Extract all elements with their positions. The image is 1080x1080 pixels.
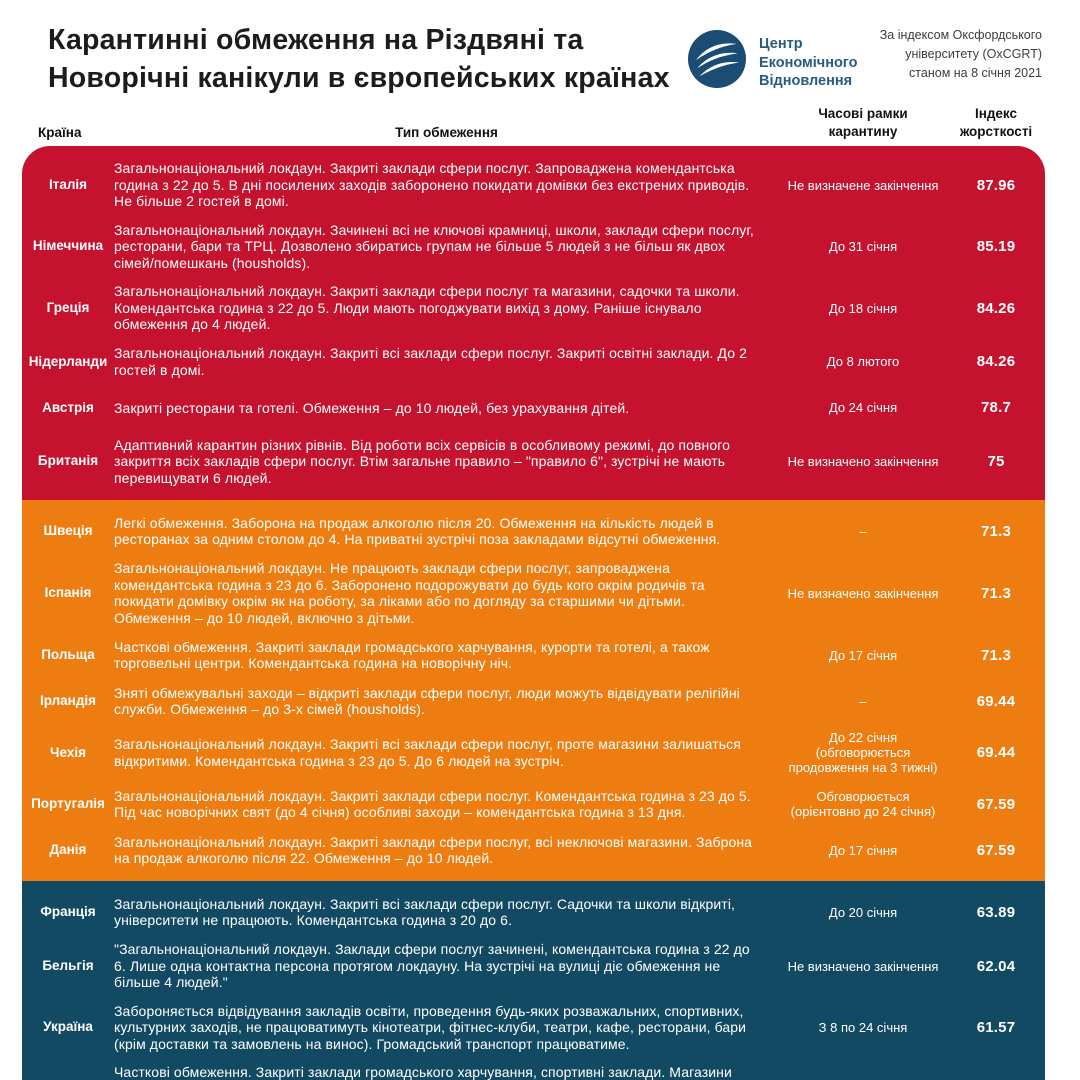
country-label: Польща [41, 647, 95, 663]
index-value: 75 [987, 453, 1005, 471]
country-label: Австрія [42, 399, 94, 415]
country-label: Італія [48, 176, 88, 192]
timeframe-text: До 17 січня [828, 842, 898, 858]
timeframe-text: Не визначене закінчення [787, 177, 939, 193]
index-value: 63.89 [976, 903, 1016, 921]
page-title: Карантинні обмеження на Різдвяні та Ново… [48, 24, 670, 94]
restriction-text: Загальнонаціональний локдаун. Закриті вс… [114, 736, 741, 769]
restriction-text: Легкі обмеження. Заборона на продаж алко… [114, 514, 721, 548]
table-row: ШвейцаріяЧасткові обмеження. Закриті зак… [22, 1058, 1045, 1080]
restriction-text: Часткові обмеження. Закриті заклади гром… [114, 1064, 732, 1080]
table-row: Бельгія "Загальнонаціональний локдаун. За… [22, 935, 1045, 997]
index-value: 62.04 [976, 957, 1016, 975]
source-note: За індексом Оксфордського університету (… [879, 28, 1042, 80]
table-row: Британія Адаптивний карантин різних рівні… [22, 431, 1045, 493]
country-label: Греція [46, 299, 90, 315]
index-value: 71.3 [981, 584, 1011, 602]
index-value: 69.44 [976, 744, 1016, 762]
timeframe-text: До 18 січня [828, 300, 898, 316]
restriction-text: Загальнонаціональний локдаун. Закриті вс… [114, 345, 748, 378]
index-value: 84.26 [976, 299, 1016, 317]
index-value: 71.3 [981, 522, 1011, 540]
restriction-text: "Загальнонаціональний локдаун. Заклади с… [114, 941, 750, 991]
timeframe-text: До 20 січня [828, 904, 898, 920]
country-label: Бельгія [42, 957, 94, 973]
section-medium: Швеція Легкі обмеження. Заборона на прода… [22, 500, 1045, 882]
country-label: Чехія [50, 744, 86, 760]
timeframe-text: Не визначено закінчення [787, 958, 939, 974]
restriction-text: Зняті обмежувальні заходи – відкриті зак… [114, 684, 740, 718]
country-label: Франція [40, 904, 96, 920]
table: Італія Загальнонаціональний локдаун. Закр… [22, 146, 1045, 1080]
timeframe-text: – [859, 693, 867, 709]
table-row: Нідерланди Загальнонаціональний локдаун. … [22, 339, 1045, 385]
restriction-text: Часткові обмеження. Закриті заклади гром… [114, 638, 710, 672]
restriction-text: Загальнонаціональний локдаун. Закриті за… [114, 283, 740, 333]
country-label: Україна [43, 1019, 93, 1035]
timeframe-text: До 17 січня [828, 647, 898, 663]
index-value: 67.59 [976, 841, 1016, 859]
column-headers: Країна Тип обмеження Часові рамки карант… [22, 105, 1045, 140]
timeframe-text: Обговорюється (орієнтовно до 24 січня) [790, 789, 936, 820]
timeframe-text: До 31 січня [828, 239, 898, 255]
index-value: 67.59 [976, 795, 1016, 813]
table-row: Португалія Загальнонаціональний локдаун. … [22, 781, 1045, 827]
timeframe-text: До 22 січня (обговорюється продовження н… [788, 730, 938, 776]
country-label: Швеція [43, 523, 93, 539]
index-value: 61.57 [976, 1019, 1016, 1037]
table-row: Греція Загальнонаціональний локдаун. Закр… [22, 277, 1045, 339]
restriction-text: Забороняється відвідування закладів осві… [114, 1002, 747, 1052]
column-header-stringency-index: Індекс жорсткості [959, 106, 1033, 139]
table-row: Італія Загальнонаціональний локдаун. Закр… [22, 154, 1045, 216]
restriction-text: Загальнонаціональний локдаун. Не працюют… [114, 560, 705, 626]
country-label: Німеччина [32, 238, 104, 254]
country-label: Ірландія [39, 693, 97, 709]
restriction-text: Загальнонаціональний локдаун. Закриті вс… [114, 895, 736, 929]
index-value: 87.96 [976, 176, 1016, 194]
restriction-text: Адаптивний карантин різних рівнів. Від р… [114, 436, 731, 486]
column-header-restriction-type: Тип обмеження [395, 125, 498, 141]
logo-group: Центр Економічного Відновлення [688, 30, 858, 91]
column-header-country: Країна [38, 125, 82, 141]
restriction-text: Загальнонаціональний локдаун. Закриті за… [114, 160, 750, 210]
table-row: Україна Забороняється відвідування заклад… [22, 997, 1045, 1059]
timeframe-text: З 8 по 24 січня [818, 1020, 908, 1036]
index-value: 71.3 [981, 646, 1011, 664]
index-value: 85.19 [976, 238, 1016, 256]
cer-logo-icon [688, 30, 746, 88]
table-row: Німеччина Загальнонаціональний локдаун. З… [22, 216, 1045, 278]
table-row: Швеція Легкі обмеження. Заборона на прода… [22, 508, 1045, 554]
section-high: Італія Загальнонаціональний локдаун. Закр… [22, 146, 1045, 501]
table-row: Австрія Закриті ресторани та готелі. Обме… [22, 385, 1045, 431]
restriction-text: Загальнонаціональний локдаун. Закриті за… [114, 833, 753, 867]
table-row: Ірландія Зняті обмежувальні заходи – відк… [22, 678, 1045, 724]
country-label: Нідерланди [28, 353, 108, 369]
restriction-text: Загальнонаціональний локдаун. Зачинені в… [114, 221, 754, 271]
restriction-text: Закриті ресторани та готелі. Обмеження –… [114, 399, 630, 416]
country-label: Данія [49, 842, 87, 858]
country-label: Іспанія [44, 585, 92, 601]
timeframe-text: Не визначено закінчення [787, 585, 939, 601]
column-header-timeframe: Часові рамки карантину [818, 106, 908, 139]
country-label: Британія [37, 453, 99, 469]
section-low: Франція Загальнонаціональний локдаун. Зак… [22, 881, 1045, 1080]
table-row: Франція Загальнонаціональний локдаун. Зак… [22, 889, 1045, 935]
org-name: Центр Економічного Відновлення [759, 36, 858, 90]
timeframe-text: До 8 лютого [826, 354, 900, 370]
timeframe-text: До 24 січня [828, 400, 898, 416]
index-value: 69.44 [976, 692, 1016, 710]
table-row: Чехія Загальнонаціональний локдаун. Закри… [22, 724, 1045, 781]
table-row: Іспанія Загальнонаціональний локдаун. Не … [22, 554, 1045, 632]
timeframe-text: Не визначено закінчення [787, 454, 939, 470]
index-value: 78.7 [981, 399, 1011, 417]
restriction-text: Загальнонаціональний локдаун. Закриті за… [114, 787, 751, 821]
table-row: Польща Часткові обмеження. Закриті заклад… [22, 632, 1045, 678]
index-value: 84.26 [976, 353, 1016, 371]
table-row: Данія Загальнонаціональний локдаун. Закри… [22, 827, 1045, 873]
country-label: Португалія [31, 796, 105, 812]
timeframe-text: – [859, 523, 867, 539]
header: Карантинні обмеження на Різдвяні та Ново… [0, 0, 1080, 97]
